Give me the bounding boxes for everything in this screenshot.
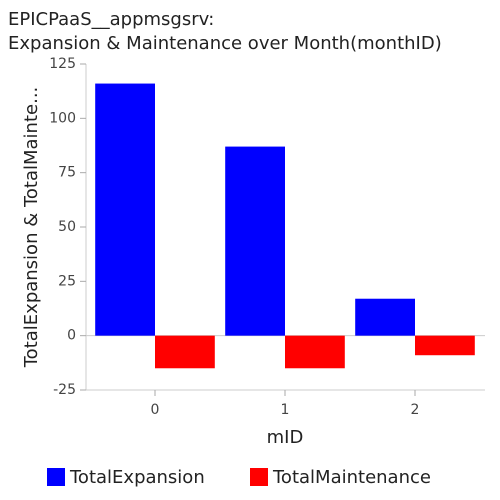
y-tick-label: 100 <box>49 110 76 126</box>
y-tick-label: 25 <box>58 273 76 289</box>
x-tick-label: 2 <box>411 402 420 418</box>
bar <box>355 298 415 336</box>
bar <box>95 83 155 336</box>
y-axis-label: TotalExpansion & TotalMainte... <box>21 87 42 369</box>
x-tick-label: 0 <box>151 402 160 418</box>
chart-title: EPICPaaS__appmsgsrv: <box>8 9 214 30</box>
bar <box>285 335 345 369</box>
bar <box>155 335 215 369</box>
y-tick-label: 0 <box>67 328 76 344</box>
bar <box>415 335 475 356</box>
x-axis-label: mID <box>267 427 304 448</box>
chart-title: Expansion & Maintenance over Month(month… <box>8 33 442 54</box>
legend-swatch <box>47 468 65 486</box>
x-tick-label: 1 <box>281 402 290 418</box>
legend-swatch <box>250 468 268 486</box>
legend-label: TotalMaintenance <box>272 467 431 488</box>
y-tick-label: -25 <box>53 382 76 398</box>
y-tick-label: 50 <box>58 219 76 235</box>
legend-label: TotalExpansion <box>69 467 205 488</box>
y-tick-label: 125 <box>49 56 76 72</box>
bar <box>225 146 285 336</box>
y-tick-label: 75 <box>58 165 76 181</box>
